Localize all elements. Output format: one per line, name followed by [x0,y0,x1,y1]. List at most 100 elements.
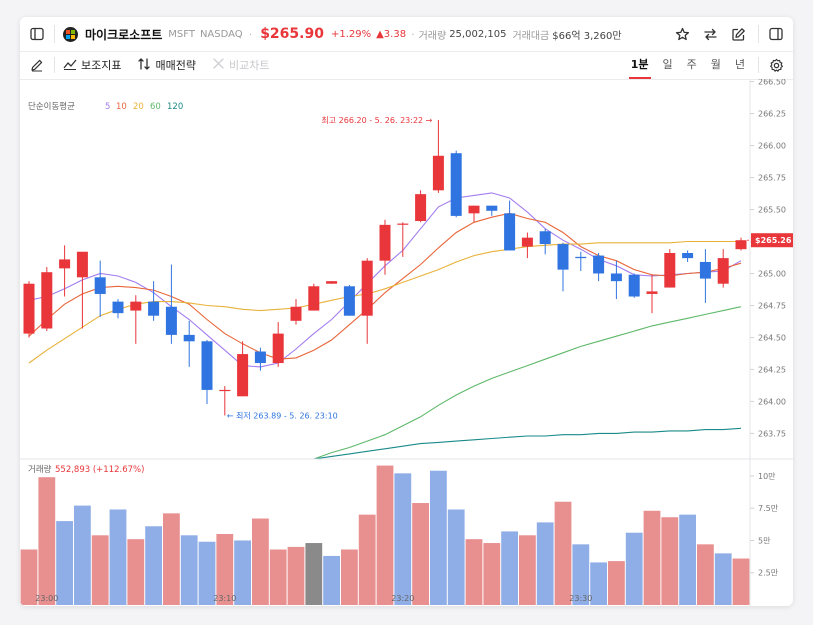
strategy-icon [137,57,151,74]
candle-body [76,251,88,278]
candle-body [23,283,35,334]
candle-body [343,286,355,316]
period-tab[interactable]: 월 [710,58,721,71]
current-price: $265.90 [260,26,324,42]
volume-bar [216,534,234,605]
candle-body [593,255,605,274]
candle-body [379,224,391,261]
compare-label: 비교차트 [228,59,270,72]
volume-bar [447,509,465,605]
ma-line [28,240,741,364]
strategy-label: 매매전략 [155,59,196,72]
ma-line [313,427,742,460]
volume-pane-value: 552,893 (+112.67%) [55,465,144,475]
volume-bar [180,535,198,605]
price-tick-label: 264.25 [758,365,786,374]
volume-tick-label: 2.5만 [758,569,779,578]
time-tick-label: 23:10 [213,594,236,603]
candle-body [610,273,622,282]
panel-icon[interactable] [759,17,793,51]
compare-button[interactable]: 비교차트 [212,57,269,73]
indicator-button[interactable]: 보조지표 [63,57,121,73]
period-tab[interactable]: 주 [686,58,697,71]
candle-body [575,256,587,259]
volume-bar [198,541,216,605]
time-tick-label: 23:30 [569,594,592,603]
volume-bar [394,473,412,605]
volume-bar [519,535,536,605]
candle-body [504,213,516,251]
volume-bar [625,532,643,605]
volume-bar [269,549,287,605]
price-chart[interactable]: 단순이동평균 5 10 20 60 120 266.50 266.25 266.00 265.7… [20,79,793,606]
sidebar-icon[interactable] [20,17,54,51]
edit-icon[interactable] [724,17,752,51]
ma-legend-period: 10 [116,102,127,112]
candle-body [183,334,195,342]
volume-tick-label: 7.5만 [758,504,779,513]
volume-bar [109,509,127,605]
candle-body [717,258,729,284]
price-tick-label: 264.00 [758,397,786,406]
candle-body [326,281,338,284]
volume-tick-label: 10만 [758,472,776,481]
volume-tick-label: 5만 [758,536,771,545]
candle-body [539,231,551,245]
candle-body [682,253,694,259]
price-tick-label: 264.75 [758,301,786,310]
volume-bar [234,540,251,605]
candle-body [468,205,480,214]
volume-bar [608,561,625,605]
volume-bar [732,558,750,605]
volume-bar [536,522,554,605]
volume-bar [56,521,73,605]
volume-bar [38,477,56,605]
candle-body [557,244,569,270]
volume-bar [465,539,483,605]
volume-bar [376,465,394,605]
candle-body [664,253,676,288]
volume-bar [74,505,91,605]
volume-bar [590,562,607,605]
candle-body [308,286,320,311]
candle-body [272,333,284,364]
ma-line [313,306,742,460]
swap-icon[interactable] [696,17,724,51]
volume-bar [305,543,323,605]
volume-bar [358,514,376,605]
candle-body [59,259,71,269]
price-tick-label: 266.50 [758,79,786,87]
volume-bar [572,544,590,605]
volume-bar [554,501,572,605]
candle-body [699,261,711,279]
period-tab[interactable]: 년 [734,58,745,71]
candle-body [735,240,747,250]
volume-bar [501,531,518,605]
logo-icon [63,26,78,42]
candle-body [112,301,124,314]
price-tick-label: 266.25 [758,110,786,119]
settings-icon[interactable] [759,51,793,79]
current-price-tag [751,233,793,248]
indicator-label: 보조지표 [81,59,122,72]
strategy-button[interactable]: 매매전략 [137,57,196,74]
candle-body [521,237,533,247]
change-percent: +1.29% [330,28,372,40]
volume-bar [697,544,714,605]
change-absolute: ▲3.38 [376,28,407,40]
period-tab[interactable]: 1분 [624,51,656,79]
candle-body [628,274,640,297]
ma-legend-period: 20 [133,102,144,112]
price-tick-label: 266.00 [758,142,786,151]
volume-pane-label: 거래량 [28,464,52,475]
candle-body [130,301,142,311]
ma-legend-period: 120 [167,102,183,112]
period-tab[interactable]: 일 [662,58,673,71]
ma-legend: 단순이동평균 5 10 20 60 120 [28,101,183,112]
pen-icon[interactable] [20,51,54,79]
star-icon[interactable] [668,17,696,51]
volume-value: 25,002,105 [449,28,507,40]
current-price-label: $265.26 [755,236,792,245]
candle-body [397,223,409,225]
volume-bar [430,470,447,605]
